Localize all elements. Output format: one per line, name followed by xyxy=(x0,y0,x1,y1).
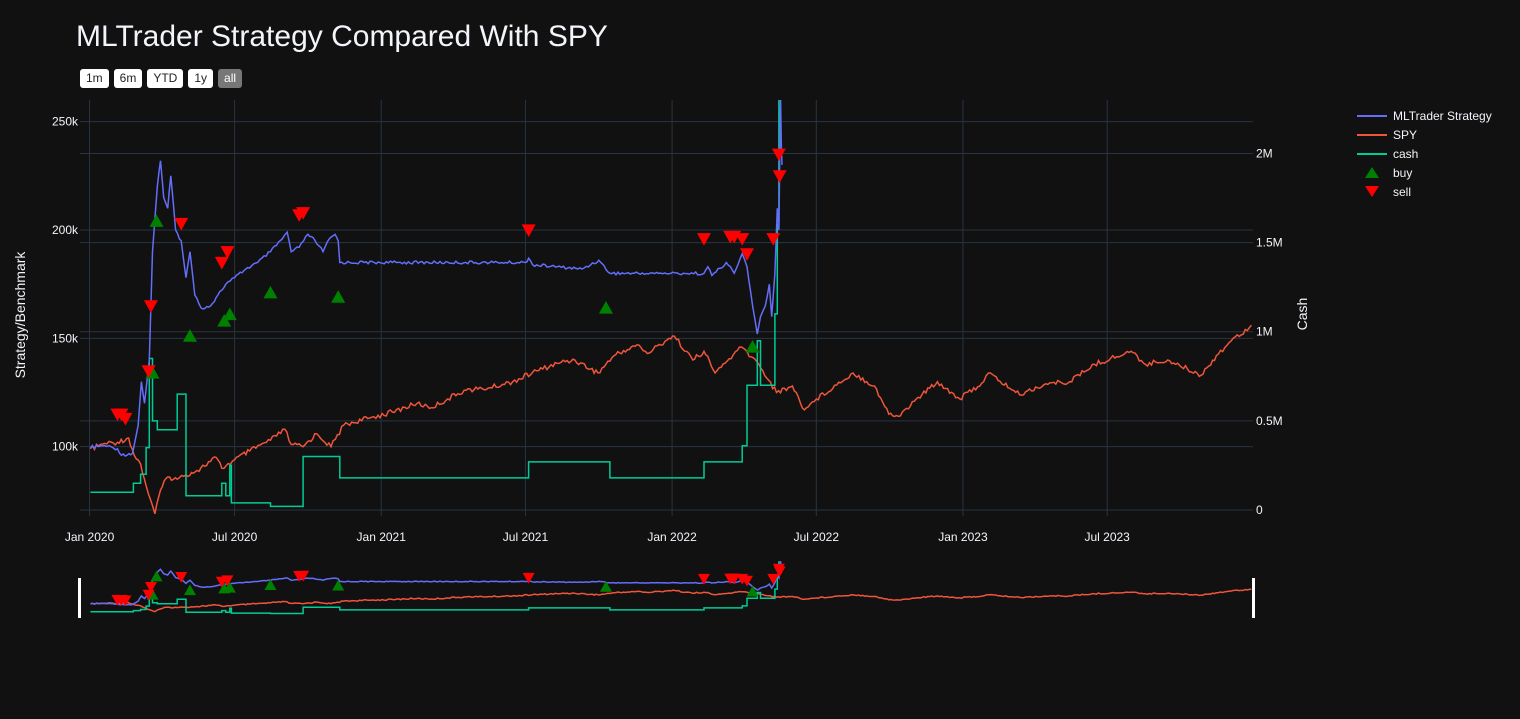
x-tick-label: Jul 2020 xyxy=(212,530,258,544)
slider-sell-marker xyxy=(221,575,234,587)
range-selector: 1m 6m YTD 1y all xyxy=(80,69,243,88)
y2-tick-label: 0 xyxy=(1256,503,1263,517)
range-slider-plot xyxy=(90,561,1252,615)
slider-buy-marker xyxy=(332,579,345,591)
slider-sell-marker xyxy=(767,573,780,585)
legend-item-cash[interactable]: cash xyxy=(1356,144,1492,163)
x-tick-label: Jul 2023 xyxy=(1084,530,1130,544)
legend: MLTrader Strategy SPY cash buy sell xyxy=(1356,106,1492,201)
sell-marker xyxy=(118,412,133,426)
buy-marker xyxy=(331,290,346,303)
legend-label-buy: buy xyxy=(1393,165,1413,180)
range-slider-handle-left[interactable] xyxy=(78,578,81,618)
y-tick-label: 100k xyxy=(52,440,79,454)
slider-sell-marker xyxy=(522,572,535,584)
slider-sell-marker xyxy=(144,581,157,593)
slider-buy-marker xyxy=(183,584,196,596)
x-tick-label: Jul 2022 xyxy=(794,530,840,544)
sell-marker xyxy=(772,170,787,183)
legend-label-strategy: MLTrader Strategy xyxy=(1393,108,1492,123)
plot-area xyxy=(89,100,1252,515)
x-tick-label: Jul 2021 xyxy=(503,530,549,544)
slider-sell-marker xyxy=(175,572,188,583)
slider-buy-marker xyxy=(599,581,612,592)
slider-buy-marker xyxy=(223,581,236,593)
slider-buy-marker xyxy=(150,570,163,582)
slider-sell-marker xyxy=(740,575,753,587)
sell-marker xyxy=(296,207,311,220)
y2-tick-label: 1.5M xyxy=(1256,236,1283,250)
y-tick-label: 200k xyxy=(52,223,79,237)
buy-marker xyxy=(745,340,760,353)
series-line-strategy xyxy=(89,100,783,458)
range-button-1y[interactable]: 1y xyxy=(188,69,214,88)
slider-line-cash xyxy=(90,561,781,615)
range-button-1m[interactable]: 1m xyxy=(80,69,109,88)
x-tick-label: Jan 2023 xyxy=(938,530,988,544)
sell-marker xyxy=(521,224,536,237)
range-slider-handle-right[interactable] xyxy=(1252,578,1255,618)
buy-marker xyxy=(222,307,237,321)
y2-tick-label: 0.5M xyxy=(1256,414,1283,428)
x-tick-label: Jan 2020 xyxy=(65,530,115,544)
sell-marker xyxy=(739,248,754,261)
legend-swatch-cash xyxy=(1356,148,1388,160)
legend-swatch-spy xyxy=(1356,129,1388,141)
y-tick-label: 150k xyxy=(52,331,79,345)
slider-line-strategy xyxy=(90,561,783,606)
sell-marker xyxy=(771,148,786,162)
legend-swatch-strategy xyxy=(1356,110,1388,122)
legend-label-spy: SPY xyxy=(1393,127,1418,142)
sell-marker xyxy=(174,217,189,231)
buy-marker xyxy=(182,329,197,342)
sell-marker xyxy=(143,300,158,313)
legend-item-strategy[interactable]: MLTrader Strategy xyxy=(1356,106,1492,125)
buy-marker xyxy=(149,214,164,227)
slider-sell-marker xyxy=(142,589,155,601)
legend-swatch-sell xyxy=(1356,186,1388,198)
y2-tick-label: 2M xyxy=(1256,146,1273,160)
range-button-all[interactable]: all xyxy=(218,69,243,88)
slider-sell-marker xyxy=(728,573,741,585)
sell-marker xyxy=(214,256,229,270)
legend-swatch-buy xyxy=(1356,167,1388,179)
sell-marker xyxy=(766,233,781,246)
chart-title: MLTrader Strategy Compared With SPY xyxy=(76,20,608,53)
buy-marker xyxy=(217,314,232,327)
range-button-ytd[interactable]: YTD xyxy=(147,69,184,88)
grid xyxy=(80,100,1253,516)
slider-sell-marker xyxy=(119,595,132,607)
legend-item-sell[interactable]: sell xyxy=(1356,182,1492,201)
range-button-6m[interactable]: 6m xyxy=(113,69,143,88)
y2-axis-title: Cash xyxy=(1294,298,1310,331)
buy-marker xyxy=(598,301,613,314)
sell-marker xyxy=(735,233,750,246)
slider-buy-marker xyxy=(264,579,277,590)
x-tick-label: Jan 2022 xyxy=(647,530,697,544)
sell-marker xyxy=(141,365,156,378)
legend-label-sell: sell xyxy=(1393,184,1412,199)
series-line-spy xyxy=(89,324,1252,515)
legend-label-cash: cash xyxy=(1393,146,1419,161)
y-axis-title: Strategy/Benchmark xyxy=(12,251,28,379)
series-line-cash xyxy=(90,100,781,508)
legend-item-spy[interactable]: SPY xyxy=(1356,125,1492,144)
buy-marker xyxy=(263,285,278,299)
y2-tick-label: 1M xyxy=(1256,325,1273,339)
slider-buy-marker xyxy=(746,585,759,597)
y-tick-label: 250k xyxy=(52,115,79,129)
legend-item-buy[interactable]: buy xyxy=(1356,163,1492,182)
slider-sell-marker xyxy=(697,573,710,585)
sell-marker xyxy=(220,246,235,259)
sell-marker xyxy=(696,233,711,246)
x-tick-label: Jan 2021 xyxy=(357,530,407,544)
slider-sell-marker xyxy=(773,566,786,578)
slider-line-spy xyxy=(90,588,1252,613)
slider-sell-marker xyxy=(297,570,310,582)
range-slider xyxy=(78,561,1255,618)
